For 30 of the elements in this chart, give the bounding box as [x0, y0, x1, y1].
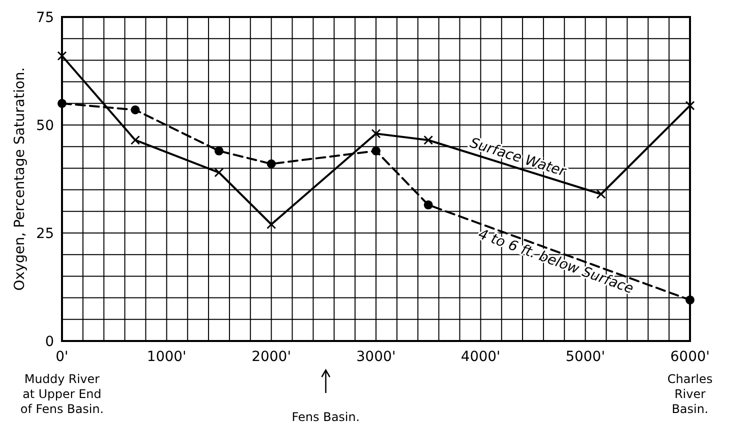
point — [214, 168, 224, 178]
text: Fens Basin. — [292, 410, 360, 424]
x-tick-label: 2000' — [252, 349, 292, 365]
point — [130, 135, 140, 145]
point — [371, 128, 381, 138]
y-tick-label: 0 — [45, 334, 54, 350]
point — [130, 105, 140, 114]
y-tick-label: 75 — [36, 10, 54, 26]
x-tick-label: 1000' — [146, 349, 186, 365]
x-tick-label: 0' — [56, 349, 68, 365]
point — [686, 295, 694, 304]
y-tick-label: 50 — [36, 118, 54, 134]
point — [372, 146, 380, 156]
text: Charles River Basin. — [667, 372, 713, 416]
point — [424, 135, 434, 145]
point — [424, 200, 433, 210]
point — [596, 189, 606, 199]
point — [58, 98, 66, 108]
point — [685, 100, 695, 110]
point — [214, 146, 224, 156]
y-axis-title: Oxygen, Percentage Saturation. — [12, 67, 28, 291]
x-tick-label: 3000' — [356, 349, 396, 365]
y-tick-label: 25 — [36, 226, 54, 242]
x-tick-label: 4000' — [460, 349, 500, 365]
point — [57, 51, 67, 61]
text: Muddy River at Upper End of Fens Basin. — [20, 372, 104, 416]
x-tick-label: 6000' — [670, 349, 710, 365]
point — [266, 220, 276, 230]
x-tick-label: 5000' — [566, 349, 606, 365]
point — [266, 159, 276, 168]
